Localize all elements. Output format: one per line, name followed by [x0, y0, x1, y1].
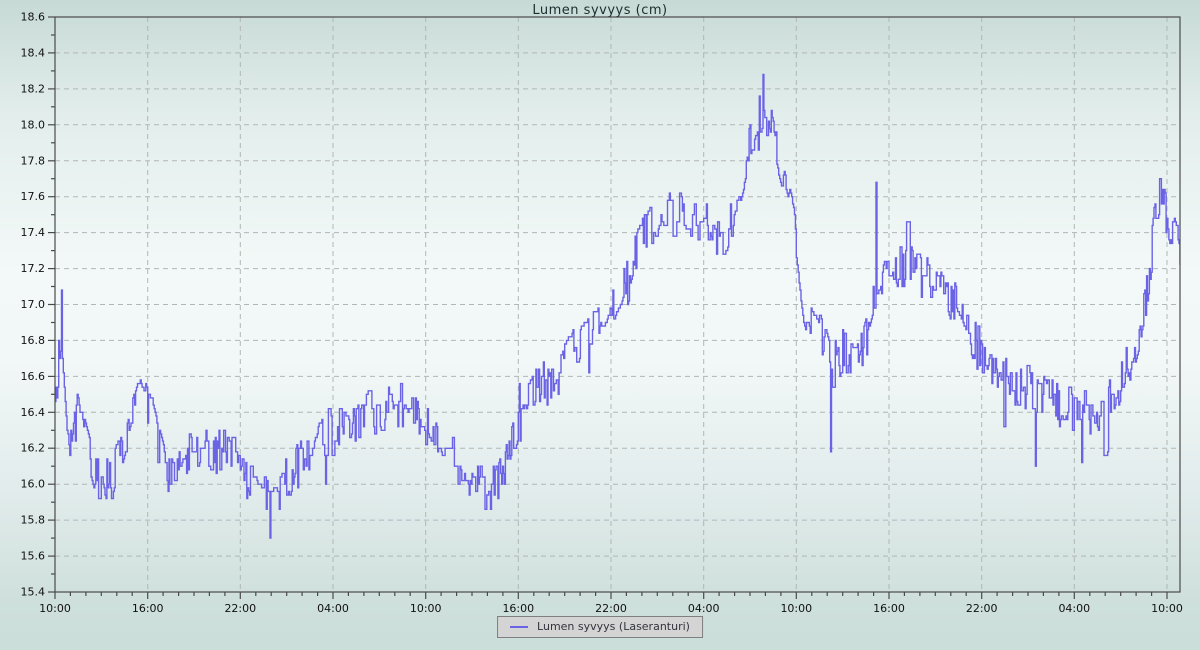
x-tick-label: 04:00 [1058, 602, 1090, 615]
y-tick-label: 15.4 [21, 586, 46, 599]
y-tick-label: 17.4 [21, 226, 46, 239]
y-tick-label: 17.0 [21, 298, 46, 311]
y-tick-label: 17.2 [21, 262, 46, 275]
series-line [55, 73, 1180, 539]
x-tick-label: 10:00 [410, 602, 442, 615]
x-tick-label: 22:00 [595, 602, 627, 615]
x-tick-label: 16:00 [873, 602, 905, 615]
y-tick-label: 18.0 [21, 118, 46, 131]
x-tick-label: 04:00 [317, 602, 349, 615]
y-tick-label: 18.6 [21, 11, 46, 24]
y-tick-label: 16.8 [21, 334, 46, 347]
y-tick-label: 18.2 [21, 82, 46, 95]
y-tick-label: 16.4 [21, 406, 46, 419]
x-tick-label: 16:00 [502, 602, 534, 615]
y-tick-label: 15.8 [21, 514, 46, 527]
legend-line-swatch [510, 625, 529, 628]
y-tick-label: 16.6 [21, 370, 46, 383]
x-tick-label: 22:00 [224, 602, 256, 615]
x-tick-label: 04:00 [688, 602, 720, 615]
legend-label: Lumen syvyys (Laseranturi) [537, 620, 690, 633]
y-tick-label: 15.6 [21, 550, 46, 563]
x-tick-label: 16:00 [132, 602, 164, 615]
chart-title: Lumen syvyys (cm) [532, 3, 668, 18]
x-tick-label: 22:00 [966, 602, 998, 615]
y-tick-label: 17.6 [21, 190, 46, 203]
legend: Lumen syvyys (Laseranturi) [497, 616, 703, 638]
y-tick-label: 17.8 [21, 154, 46, 167]
y-tick-label: 16.0 [21, 478, 46, 491]
x-tick-label: 10:00 [1151, 602, 1183, 615]
x-tick-label: 10:00 [780, 602, 812, 615]
x-tick-label: 10:00 [39, 602, 71, 615]
y-tick-label: 16.2 [21, 442, 46, 455]
y-tick-label: 18.4 [21, 46, 46, 59]
